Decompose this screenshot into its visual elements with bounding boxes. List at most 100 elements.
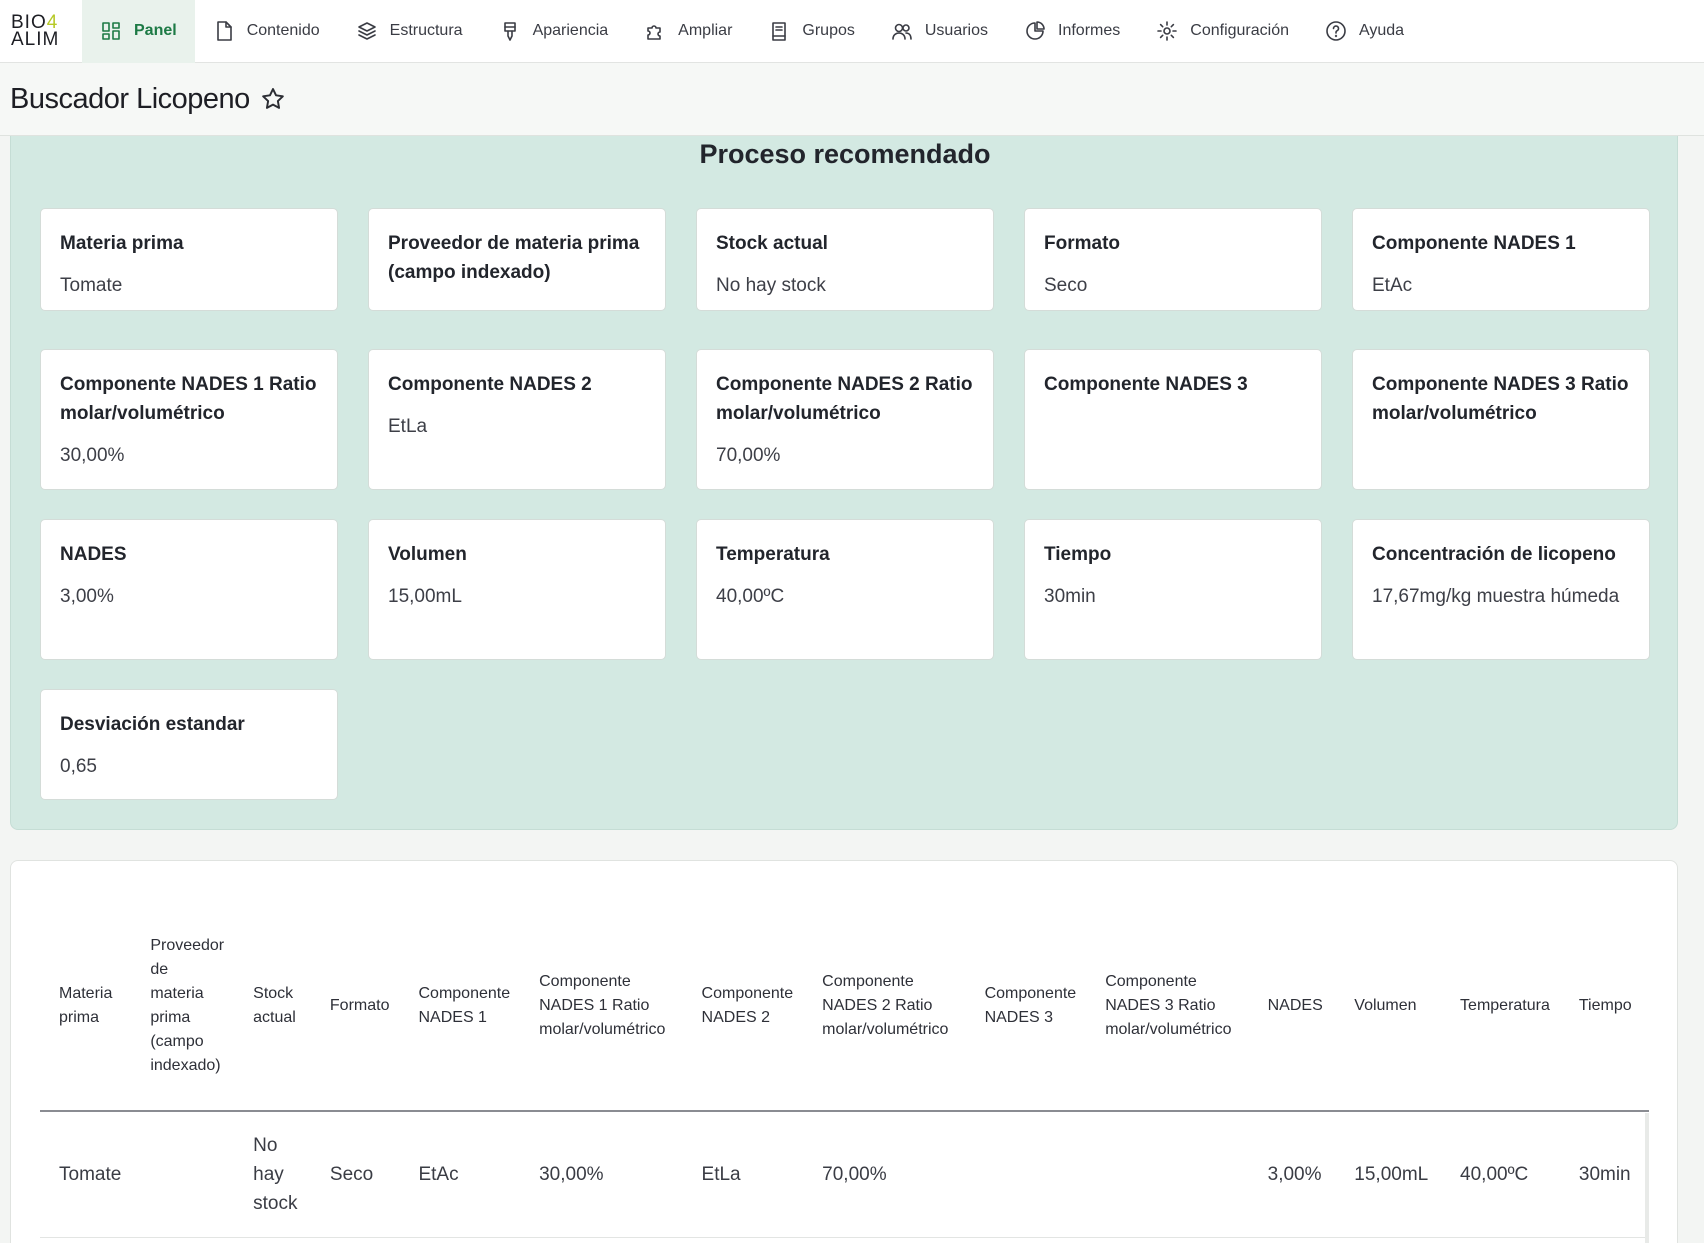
star-icon[interactable]	[260, 86, 286, 112]
card-label: Desviación estandar	[60, 714, 245, 735]
toolbar-item-grupos[interactable]: Grupos	[750, 0, 872, 63]
book-icon	[772, 22, 787, 41]
file-icon	[216, 21, 232, 41]
column-header[interactable]: Componente NADES 3 Ratio molar/volumétri…	[1086, 901, 1249, 1112]
puzzle-icon	[647, 25, 661, 40]
table-cell: 30,00%	[520, 1111, 683, 1238]
card-proveedor: Proveedor de materia prima (campo indexa…	[368, 208, 666, 311]
card-value: 17,67mg/kg muestra húmeda	[1372, 586, 1620, 607]
column-header[interactable]: Temperatura	[1441, 901, 1560, 1112]
card-stock-actual: Stock actual No hay stock	[696, 208, 994, 311]
table-cell	[131, 1111, 235, 1238]
column-header[interactable]: Proveedor de materia prima (campo indexa…	[131, 901, 235, 1112]
card-label: Materia prima	[60, 233, 184, 254]
logo-dot: 4	[46, 12, 59, 33]
table-cell: 40,00ºC	[1441, 1111, 1560, 1238]
card-value: 0,65	[60, 756, 97, 777]
toolbar-item-apariencia[interactable]: Apariencia	[481, 0, 627, 63]
card-componente-nades-2: Componente NADES 2 EtLa	[368, 349, 666, 490]
card-value: EtAc	[1372, 275, 1413, 296]
card-value: Tomate	[60, 275, 123, 296]
column-header[interactable]: Componente NADES 2 Ratio molar/volumétri…	[803, 901, 966, 1112]
card-value: Seco	[1044, 275, 1088, 296]
table-cell	[965, 1111, 1087, 1238]
card-value: 30min	[1044, 586, 1096, 607]
card-label: Componente NADES 1 Ratio molar/volumétri…	[60, 374, 317, 424]
table-cell: Tomate	[40, 1111, 132, 1238]
card-temperatura: Temperatura 40,00ºC	[696, 519, 994, 660]
gear-icon	[1157, 21, 1178, 41]
toolbar-item-informes[interactable]: Informes	[1006, 0, 1138, 63]
card-label: Temperatura	[716, 544, 830, 565]
card-concentracion-licopeno: Concentración de licopeno 17,67mg/kg mue…	[1352, 519, 1650, 660]
card-value: 15,00mL	[388, 586, 462, 607]
site-logo[interactable]: BIO4 ALIM	[0, 0, 82, 63]
table-cell: 15,00mL	[1335, 1111, 1442, 1238]
table-scroll-edge[interactable]	[1645, 1113, 1649, 1243]
toolbar-item-configuracion[interactable]: Configuración	[1138, 0, 1307, 63]
card-materia-prima: Materia prima Tomate	[40, 208, 338, 311]
table-cell: 3,00%	[1248, 1111, 1336, 1238]
card-value: 3,00%	[60, 586, 114, 607]
card-nades: NADES 3,00%	[40, 519, 338, 660]
card-componente-nades-3: Componente NADES 3	[1024, 349, 1322, 490]
recommended-process-panel: Proceso recomendado Materia prima Tomate…	[10, 120, 1678, 830]
card-tiempo: Tiempo 30min	[1024, 519, 1322, 660]
card-desviacion-estandar: Desviación estandar 0,65	[40, 689, 338, 800]
card-label: Componente NADES 3	[1044, 374, 1248, 395]
card-value: EtLa	[388, 416, 428, 437]
card-volumen: Volumen 15,00mL	[368, 519, 666, 660]
card-label: Componente NADES 2 Ratio molar/volumétri…	[716, 374, 973, 424]
card-nades-2-ratio: Componente NADES 2 Ratio molar/volumétri…	[696, 349, 994, 490]
table-cell	[1086, 1111, 1249, 1238]
table-cell: EtLa	[682, 1111, 804, 1238]
card-label: Stock actual	[716, 233, 828, 254]
column-header[interactable]: Volumen	[1335, 901, 1442, 1112]
logo-line1: BIO	[11, 12, 47, 33]
results-table: Materia prima Proveedor de materia prima…	[40, 901, 1649, 1238]
panel-title: Proceso recomendado	[699, 139, 991, 169]
column-header[interactable]: NADES	[1248, 901, 1336, 1112]
table-cell: No hay stock	[234, 1111, 311, 1238]
toolbar-item-ampliar[interactable]: Ampliar	[626, 0, 750, 63]
column-header[interactable]: Componente NADES 3	[965, 901, 1087, 1112]
card-label: Componente NADES 2	[388, 374, 592, 395]
card-formato: Formato Seco	[1024, 208, 1322, 311]
toolbar-item-label: Usuarios	[924, 22, 989, 39]
pie-chart-icon	[1026, 21, 1045, 40]
table-header-row: Materia prima Proveedor de materia prima…	[40, 901, 1649, 1112]
column-header[interactable]: Tiempo	[1559, 901, 1649, 1112]
results-table-container: Materia prima Proveedor de materia prima…	[10, 860, 1678, 1243]
card-label: Formato	[1044, 233, 1120, 254]
column-header[interactable]: Componente NADES 1 Ratio molar/volumétri…	[520, 901, 683, 1112]
page-header: Buscador Licopeno	[0, 63, 1704, 136]
admin-toolbar: BIO4 ALIM Panel Contenido Estructura Apa…	[0, 0, 1704, 63]
card-label: Proveedor de materia prima (campo indexa…	[388, 233, 640, 283]
users-icon	[892, 23, 912, 40]
column-header[interactable]: Componente NADES 2	[682, 901, 804, 1112]
card-label: Componente NADES 1	[1372, 233, 1576, 254]
column-header[interactable]: Componente NADES 1	[399, 901, 521, 1112]
column-header[interactable]: Formato	[310, 901, 400, 1112]
table-cell: Seco	[310, 1111, 400, 1238]
toolbar-item-label: Contenido	[246, 22, 320, 39]
card-nades-1-ratio: Componente NADES 1 Ratio molar/volumétri…	[40, 349, 338, 490]
card-value: 30,00%	[60, 445, 125, 466]
toolbar-item-usuarios[interactable]: Usuarios	[873, 0, 1006, 63]
toolbar-item-panel[interactable]: Panel	[82, 0, 195, 63]
column-header[interactable]: Stock actual	[234, 901, 311, 1112]
card-label: Componente NADES 3 Ratio molar/volumétri…	[1372, 374, 1629, 424]
toolbar-nav: Panel Contenido Estructura Apariencia Am…	[82, 0, 1422, 63]
table-row: Tomate No hay stock Seco EtAc 30,00% EtL…	[40, 1111, 1649, 1238]
card-componente-nades-1: Componente NADES 1 EtAc	[1352, 208, 1650, 311]
toolbar-item-contenido[interactable]: Contenido	[195, 0, 338, 63]
toolbar-item-label: Grupos	[802, 22, 855, 39]
toolbar-item-label: Apariencia	[532, 22, 609, 39]
toolbar-item-ayuda[interactable]: Ayuda	[1307, 0, 1422, 63]
toolbar-item-estructura[interactable]: Estructura	[338, 0, 481, 63]
column-header[interactable]: Materia prima	[40, 901, 132, 1112]
toolbar-item-label: Panel	[134, 22, 177, 39]
card-value: No hay stock	[716, 275, 826, 296]
dashboard-icon	[102, 22, 120, 40]
card-label: Concentración de licopeno	[1372, 544, 1616, 565]
